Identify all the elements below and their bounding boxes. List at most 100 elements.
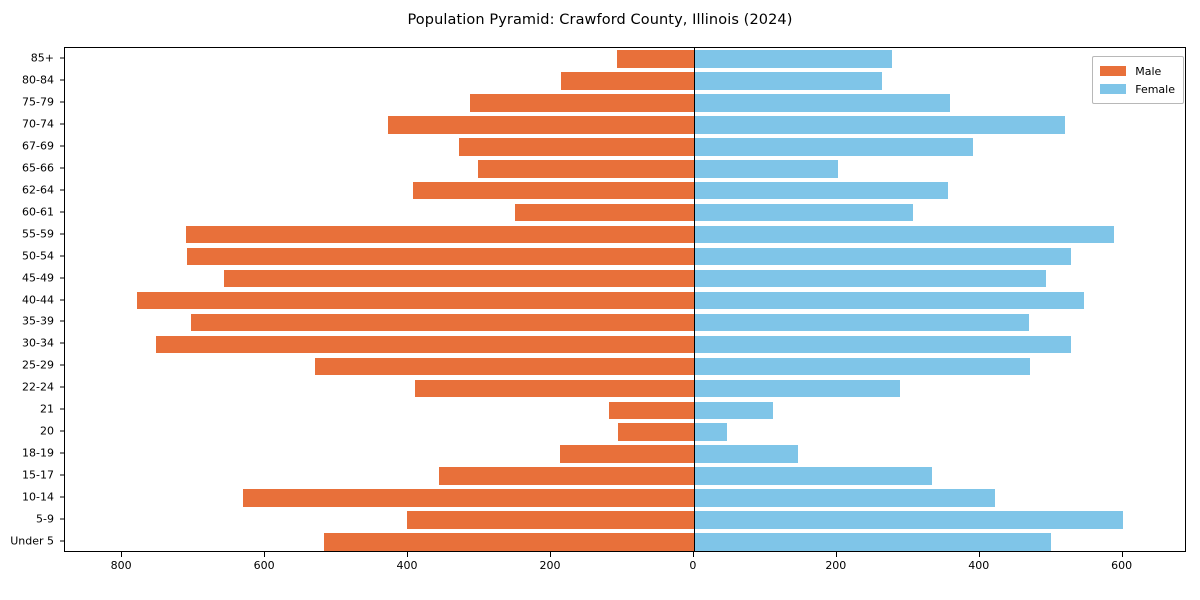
bar-male[interactable] [137,291,694,310]
bar-female[interactable] [693,291,1085,310]
bar-female[interactable] [693,379,900,398]
legend-swatch-icon [1100,66,1127,76]
bar-row [65,357,1185,376]
y-tick-mark [60,277,64,279]
bar-male[interactable] [560,72,694,90]
bar-female[interactable] [693,511,1123,529]
bar-female[interactable] [693,313,1030,332]
y-tick-mark [60,211,64,213]
zero-axis-line [693,48,695,551]
bar-male[interactable] [470,94,694,112]
y-tick-label: 22-24 [22,380,54,394]
bar-female[interactable] [693,159,838,178]
bar-female[interactable] [693,489,996,507]
y-tick-mark [60,79,64,81]
bar-female[interactable] [693,72,882,90]
legend-label: Female [1135,82,1175,96]
y-tick-mark [60,540,64,542]
bar-male[interactable] [155,335,694,354]
bar-male[interactable] [406,511,694,529]
bar-female[interactable] [693,533,1051,551]
bar-male[interactable] [559,445,694,463]
y-tick-mark [60,145,64,147]
bar-row [65,72,1185,90]
bar-row [65,225,1185,244]
bar-female[interactable] [693,335,1072,354]
chart-title: Population Pyramid: Crawford County, Ill… [407,12,793,28]
y-tick-mark [60,474,64,476]
bar-male[interactable] [617,50,694,68]
y-tick-label: 40-44 [22,293,54,306]
y-tick-label: 50-54 [22,249,54,263]
x-tick-mark [692,552,694,557]
bar-male[interactable] [242,489,694,507]
x-tick-label: 800 [110,559,132,572]
bar-male[interactable] [415,379,694,398]
bar-row [65,423,1185,442]
bar-male[interactable] [608,401,694,420]
y-tick-mark [60,496,64,498]
legend-swatch-icon [1100,84,1127,94]
bar-female[interactable] [693,269,1047,288]
bar-male[interactable] [224,269,694,288]
y-tick-mark [60,233,64,235]
bar-male[interactable] [315,357,694,376]
x-tick-label: 600 [253,559,275,572]
bar-row [65,511,1185,529]
y-tick-mark [60,364,64,366]
bar-female[interactable] [693,181,949,200]
y-tick-mark [60,342,64,344]
bar-male[interactable] [388,116,694,134]
x-tick-label: 200 [539,559,561,572]
y-tick-label: 15-17 [22,468,54,482]
y-tick-label: 85+ [30,51,54,65]
y-tick-label: 80-84 [22,73,54,87]
y-tick-mark [60,167,64,169]
bar-male[interactable] [478,159,694,178]
bar-row [65,379,1185,398]
bar-male[interactable] [439,467,694,485]
bar-male[interactable] [618,423,694,442]
bar-female[interactable] [693,467,932,485]
legend-entry-female[interactable]: Female [1100,80,1175,98]
bar-row [65,445,1185,463]
bar-male[interactable] [191,313,694,332]
x-tick-mark [835,552,837,557]
bar-row [65,533,1185,551]
bar-row [65,401,1185,420]
bar-female[interactable] [693,225,1115,244]
y-tick-mark [60,189,64,191]
y-tick-label: Under 5 [10,534,54,548]
bar-female[interactable] [693,357,1030,376]
bar-female[interactable] [693,116,1065,134]
bar-male[interactable] [323,533,694,551]
bar-female[interactable] [693,138,973,156]
bar-row [65,94,1185,112]
y-tick-mark [60,430,64,432]
bar-row [65,50,1185,68]
bar-female[interactable] [693,94,950,112]
y-tick-mark [60,518,64,520]
bar-male[interactable] [458,138,694,156]
bar-female[interactable] [693,247,1072,266]
legend-entry-male[interactable]: Male [1100,62,1175,80]
bar-male[interactable] [186,225,694,244]
bar-male[interactable] [514,203,694,222]
bar-row [65,247,1185,266]
bar-female[interactable] [693,445,798,463]
bar-female[interactable] [693,50,892,68]
y-tick-mark [60,123,64,125]
bar-male[interactable] [413,181,694,200]
bar-male[interactable] [187,247,694,266]
bar-female[interactable] [693,423,727,442]
bar-female[interactable] [693,203,913,222]
y-tick-label: 21 [40,402,54,416]
y-tick-label: 35-39 [22,314,54,328]
x-tick-label: 0 [689,559,697,572]
x-tick-label: 400 [396,559,418,572]
y-tick-label: 60-61 [22,205,54,219]
y-tick-mark [60,299,64,300]
plot-area [64,47,1186,552]
bar-female[interactable] [693,401,773,420]
